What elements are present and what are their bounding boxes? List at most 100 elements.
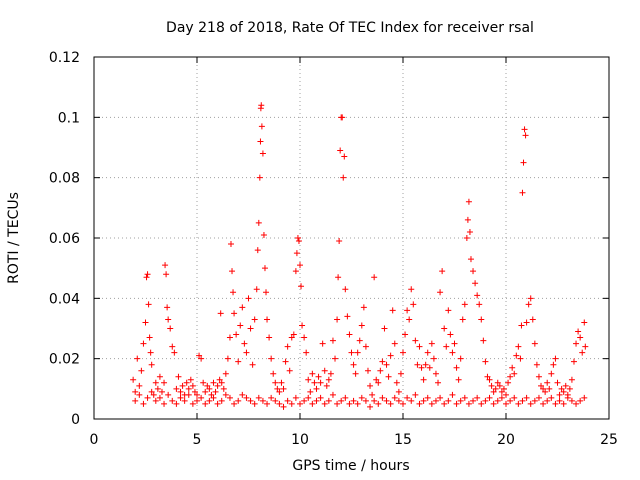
- data-point: [582, 343, 589, 350]
- data-point: [142, 319, 149, 326]
- data-point-baseline: [325, 397, 332, 404]
- data-point-baseline: [140, 400, 147, 407]
- data-point: [379, 358, 386, 365]
- data-point-baseline: [284, 397, 291, 404]
- data-point: [518, 322, 525, 329]
- data-point: [461, 301, 468, 308]
- data-point-baseline: [313, 397, 320, 404]
- data-point: [266, 334, 273, 341]
- data-point: [325, 376, 332, 383]
- data-point: [535, 373, 542, 380]
- data-point: [406, 316, 413, 323]
- data-point-baseline: [581, 394, 588, 401]
- data-point: [507, 373, 514, 380]
- data-point-baseline: [346, 400, 353, 407]
- data-point: [581, 319, 588, 326]
- data-point: [138, 367, 145, 374]
- data-point: [556, 391, 563, 398]
- data-point: [154, 385, 161, 392]
- data-point: [150, 391, 157, 398]
- data-point: [196, 352, 203, 359]
- data-point: [177, 388, 184, 395]
- data-point: [552, 355, 559, 362]
- data-point: [515, 343, 522, 350]
- data-point-baseline: [560, 400, 567, 407]
- data-point: [253, 286, 260, 293]
- data-point-baseline: [161, 400, 168, 407]
- data-point: [437, 289, 444, 296]
- data-point-baseline: [222, 391, 229, 398]
- data-point-baseline: [379, 394, 386, 401]
- data-point: [404, 307, 411, 314]
- data-point-baseline: [334, 400, 341, 407]
- data-point-baseline: [552, 400, 559, 407]
- data-point: [451, 340, 458, 347]
- data-point: [132, 388, 139, 395]
- data-point: [208, 391, 215, 398]
- data-point: [185, 385, 192, 392]
- data-point: [408, 286, 415, 293]
- data-point: [217, 310, 224, 317]
- data-point: [527, 295, 534, 302]
- data-point-baseline: [482, 397, 489, 404]
- data-point-baseline: [457, 397, 464, 404]
- data-point: [364, 367, 371, 374]
- data-point-baseline: [288, 400, 295, 407]
- data-point: [227, 241, 234, 248]
- data-point: [332, 355, 339, 362]
- data-point: [472, 280, 479, 287]
- data-point: [169, 343, 176, 350]
- x-tick-label: 10: [291, 432, 309, 448]
- data-point: [148, 361, 155, 368]
- data-point: [558, 385, 565, 392]
- data-point: [206, 385, 213, 392]
- data-point: [130, 376, 137, 383]
- data-point: [465, 198, 472, 205]
- data-point: [329, 337, 336, 344]
- data-point-baseline: [568, 397, 575, 404]
- data-point: [525, 301, 532, 308]
- y-tick-labels: 0 0.02 0.04 0.06 0.08 0.1 0.12: [49, 50, 80, 428]
- data-point-baseline: [214, 400, 221, 407]
- chart-title: Day 218 of 2018, Rate Of TEC Index for r…: [166, 20, 534, 36]
- data-point: [424, 349, 431, 356]
- data-point-baseline: [136, 391, 143, 398]
- data-point: [389, 307, 396, 314]
- data-point: [503, 391, 509, 398]
- data-point: [466, 228, 473, 235]
- data-point-baseline: [194, 397, 200, 404]
- data-point-baseline: [519, 397, 526, 404]
- data-point: [387, 352, 394, 359]
- data-point: [175, 373, 182, 380]
- data-point: [263, 289, 270, 296]
- data-point: [152, 379, 159, 386]
- data-point-baseline: [358, 394, 365, 401]
- data-point: [447, 331, 454, 338]
- data-point-baseline: [437, 394, 444, 401]
- data-point: [282, 358, 289, 365]
- data-point-baseline: [251, 400, 258, 407]
- data-point: [441, 325, 448, 332]
- data-point-baseline: [169, 397, 176, 404]
- data-point: [251, 316, 258, 323]
- data-point: [315, 373, 322, 380]
- y-tick-label: 0.04: [49, 291, 80, 307]
- data-point-baseline: [478, 400, 485, 407]
- data-point: [570, 358, 577, 365]
- data-point: [301, 334, 308, 341]
- data-point-baseline: [375, 400, 382, 407]
- x-axis-label: GPS time / hours: [292, 458, 409, 474]
- data-point: [187, 376, 194, 383]
- data-point: [276, 388, 283, 395]
- data-point: [299, 322, 306, 329]
- data-point: [257, 138, 264, 145]
- y-tick-label: 0.06: [49, 231, 80, 247]
- data-point: [258, 123, 265, 130]
- data-point: [395, 388, 402, 395]
- data-point: [288, 334, 295, 341]
- data-point: [521, 126, 528, 133]
- x-tick-label: 25: [600, 432, 618, 448]
- data-point: [463, 235, 470, 241]
- data-point-baseline: [544, 397, 551, 404]
